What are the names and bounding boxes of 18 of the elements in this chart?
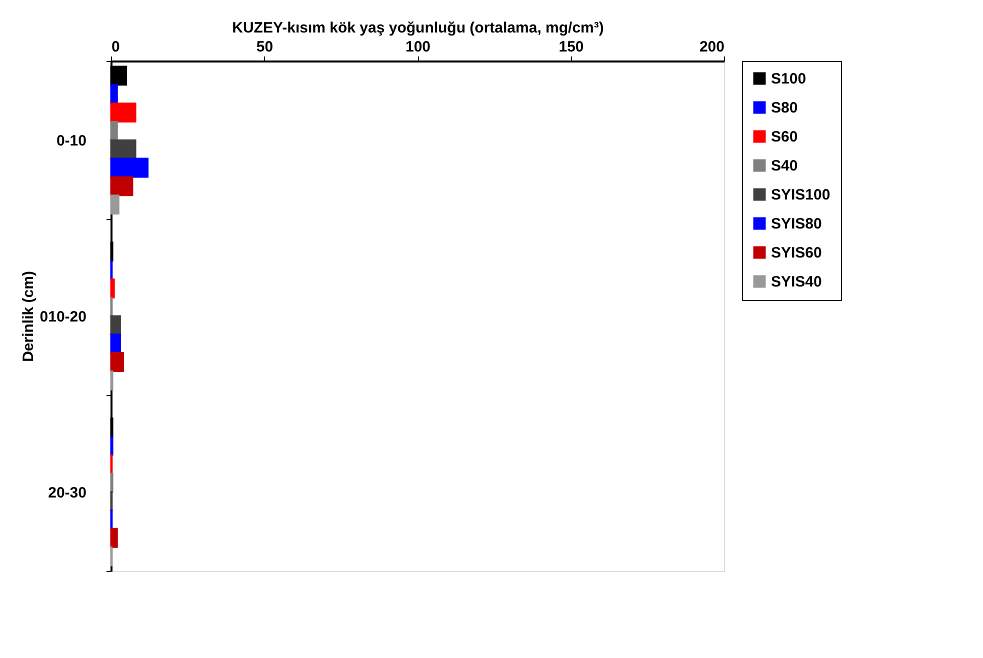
y-tick-label: 010-20	[40, 308, 86, 326]
x-tick-label: 100	[405, 38, 431, 56]
x-tick-label: 0	[112, 38, 120, 56]
x-tick-label: 150	[558, 38, 584, 56]
y-tick-label: 0-10	[56, 132, 86, 150]
legend-label: S100	[771, 70, 806, 88]
x-axis-title: KUZEY-kısım kök yaş yoğunluğu (ortalama, mg/cm³)	[232, 20, 604, 36]
legend-label: SYIS100	[771, 186, 830, 204]
y-tick-label: 20-30	[48, 484, 86, 502]
legend-label: SYIS60	[771, 244, 822, 262]
legend-label: S40	[771, 158, 798, 174]
legend-label: S60	[771, 128, 798, 146]
y-axis-title: Derinlik (cm)	[20, 271, 37, 362]
x-tick-label: 200	[699, 38, 724, 56]
x-tick-label: 50	[256, 38, 274, 56]
legend-label: SYIS40	[771, 274, 822, 290]
legend-label: S80	[771, 100, 798, 116]
legend-label: SYIS80	[771, 216, 822, 232]
